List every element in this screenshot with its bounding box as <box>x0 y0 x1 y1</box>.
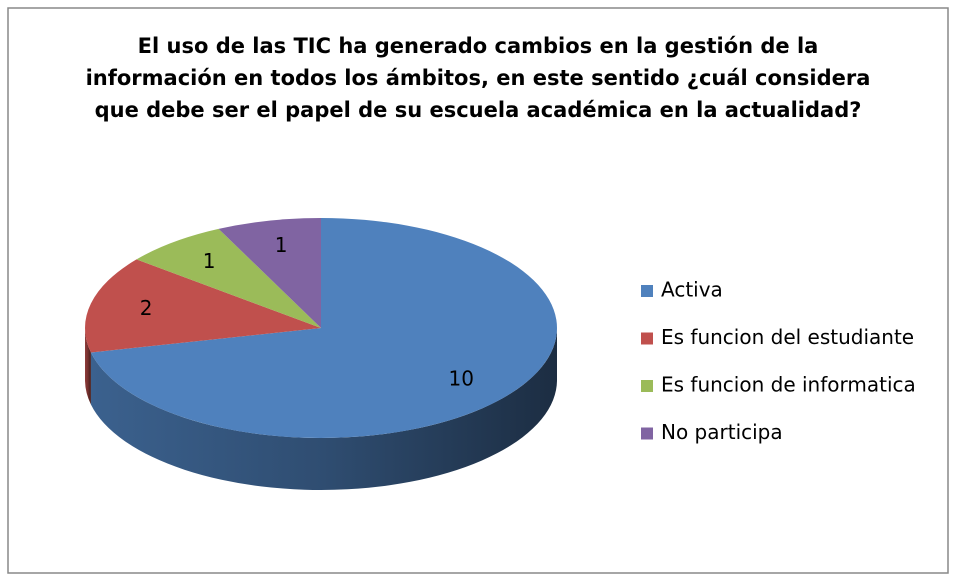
data-label: 10 <box>449 367 474 391</box>
slice <box>218 218 321 328</box>
slice <box>90 218 557 438</box>
data-label: 2 <box>140 296 153 320</box>
legend-label: Activa <box>661 278 723 302</box>
legend-label: Es funcion del estudiante <box>661 325 914 349</box>
legend-label: No participa <box>661 420 783 444</box>
slice-side <box>85 328 91 405</box>
legend-swatch <box>641 332 653 345</box>
slice <box>136 228 321 328</box>
data-label: 1 <box>203 249 216 273</box>
slice-side <box>90 328 557 490</box>
legend-swatch <box>641 380 653 392</box>
legend-swatch <box>641 285 653 297</box>
slice <box>85 259 321 353</box>
legend-swatch <box>641 427 653 440</box>
data-label: 1 <box>275 233 288 257</box>
chart-title: El uso de las TIC ha generado cambios en… <box>85 34 871 122</box>
legend-label: Es funcion de informatica <box>661 373 916 397</box>
